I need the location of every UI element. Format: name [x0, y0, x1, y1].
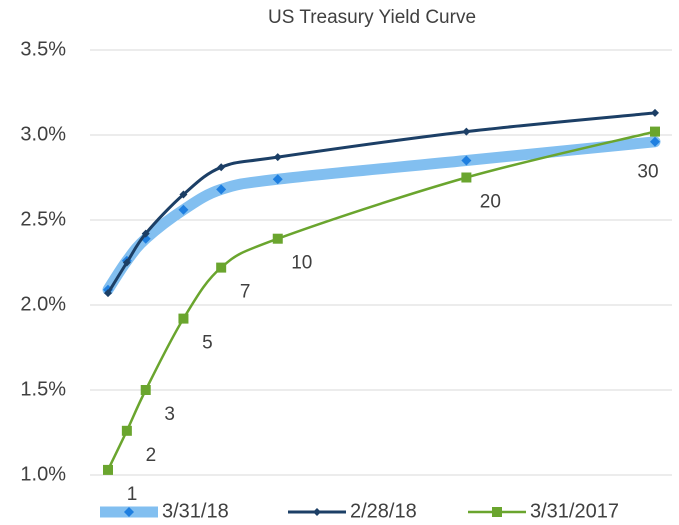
- y-tick-label: 2.0%: [20, 293, 66, 315]
- data-label: 1: [127, 484, 138, 505]
- legend-marker: [124, 507, 134, 517]
- marker: [122, 258, 131, 267]
- marker: [178, 204, 189, 215]
- data-label: 2: [146, 445, 157, 466]
- data-label: 3: [164, 404, 175, 425]
- marker: [141, 229, 150, 238]
- legend-label: 3/31/2017: [530, 500, 619, 522]
- marker: [140, 385, 151, 395]
- legend-marker: [313, 508, 321, 516]
- y-tick-label: 1.0%: [20, 463, 66, 485]
- chart-title: US Treasury Yield Curve: [268, 7, 476, 28]
- marker: [272, 233, 283, 244]
- data-label: 20: [480, 192, 501, 213]
- series-line: [106, 130, 657, 472]
- marker: [462, 127, 471, 136]
- y-tick-label: 3.0%: [20, 123, 66, 145]
- y-tick-label: 3.5%: [20, 38, 66, 60]
- marker: [272, 174, 283, 185]
- marker: [104, 289, 112, 298]
- data-label: 7: [240, 282, 251, 303]
- marker: [179, 190, 188, 199]
- legend-label: 2/28/18: [350, 500, 417, 522]
- marker: [216, 262, 227, 273]
- marker: [273, 153, 282, 162]
- series-line: [102, 136, 661, 296]
- legend-label: 3/31/18: [162, 500, 229, 522]
- marker: [650, 136, 660, 147]
- y-tick-label: 2.5%: [20, 208, 66, 230]
- data-label: 10: [291, 253, 312, 274]
- data-label: 5: [202, 333, 213, 354]
- data-label: 30: [637, 162, 658, 183]
- y-tick-label: 1.5%: [20, 378, 66, 400]
- marker: [178, 313, 189, 324]
- marker: [461, 155, 472, 166]
- marker: [650, 126, 660, 137]
- legend-marker: [492, 507, 502, 517]
- marker: [217, 163, 226, 172]
- marker: [461, 172, 472, 183]
- marker: [103, 464, 113, 475]
- marker: [651, 108, 659, 117]
- marker: [121, 425, 132, 436]
- marker: [216, 184, 227, 195]
